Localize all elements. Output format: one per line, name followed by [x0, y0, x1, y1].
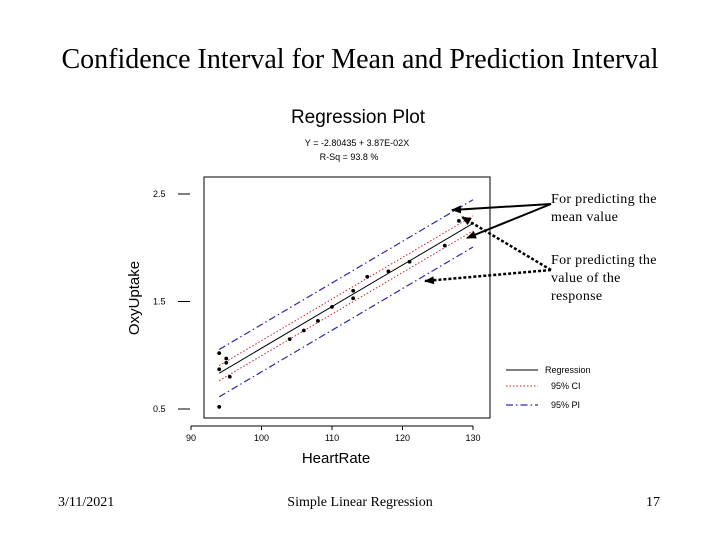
x-tick-label: 90 — [186, 433, 196, 443]
axes-layer: 90 100 110 120 130 0.5 1.5 2.5 — [153, 189, 481, 443]
arrow-mean-upper — [451, 203, 552, 214]
x-tick-label: 120 — [395, 433, 410, 443]
data-point — [217, 351, 222, 355]
data-point — [407, 259, 412, 264]
footer-center: Simple Linear Regression — [287, 495, 433, 510]
y-axis-label: OxyUptake — [126, 261, 143, 335]
legend-label-regression: Regression — [545, 365, 591, 375]
data-point — [217, 367, 222, 372]
legend-label-ci: 95% CI — [551, 381, 581, 391]
x-tick-label: 130 — [465, 433, 480, 443]
data-point — [442, 243, 447, 248]
annotation-response: For predicting the value of the response — [551, 253, 657, 304]
data-point — [227, 374, 232, 379]
data-point — [301, 328, 306, 333]
legend: Regression 95% CI 95% PI — [506, 365, 591, 410]
y-tick-label: 1.5 — [153, 297, 166, 307]
regression-line — [218, 222, 474, 374]
arrow-response-lower — [424, 268, 552, 285]
ci-upper-line — [218, 215, 474, 367]
arrow-mean-lower — [466, 203, 552, 239]
regression-equation: Y = -2.80435 + 3.87E-02X — [305, 138, 409, 148]
pi-lower-line — [218, 246, 474, 398]
arrow-response-upper — [461, 215, 552, 272]
x-tick-label: 110 — [325, 433, 339, 443]
data-point — [386, 269, 391, 274]
data-point — [351, 296, 356, 301]
series-layer — [218, 199, 474, 398]
y-tick-label: 2.5 — [153, 189, 166, 199]
x-tick-label: 100 — [254, 433, 269, 443]
data-point — [457, 218, 461, 223]
r-squared: R-Sq = 93.8 % — [320, 152, 379, 162]
y-tick-label: 0.5 — [153, 404, 166, 414]
plot-frame — [203, 176, 491, 419]
points-layer — [217, 218, 461, 409]
chart-title: Regression Plot — [291, 107, 426, 128]
x-axis-label: HeartRate — [302, 450, 370, 467]
ci-lower-line — [218, 230, 474, 382]
data-point — [316, 318, 320, 323]
data-point — [365, 274, 370, 279]
data-point — [224, 356, 229, 361]
legend-label-pi: 95% PI — [551, 400, 580, 410]
footer-date: 3/11/2021 — [58, 495, 115, 510]
data-point — [330, 304, 334, 309]
data-point — [224, 360, 229, 365]
data-point — [217, 404, 222, 409]
footer-page: 17 — [646, 495, 660, 510]
data-point — [287, 337, 292, 342]
annotation-mean: For predicting the mean value — [551, 192, 657, 225]
slide-title: Confidence Interval for Mean and Predict… — [61, 44, 659, 75]
data-point — [351, 288, 356, 293]
pi-upper-line — [218, 199, 474, 351]
